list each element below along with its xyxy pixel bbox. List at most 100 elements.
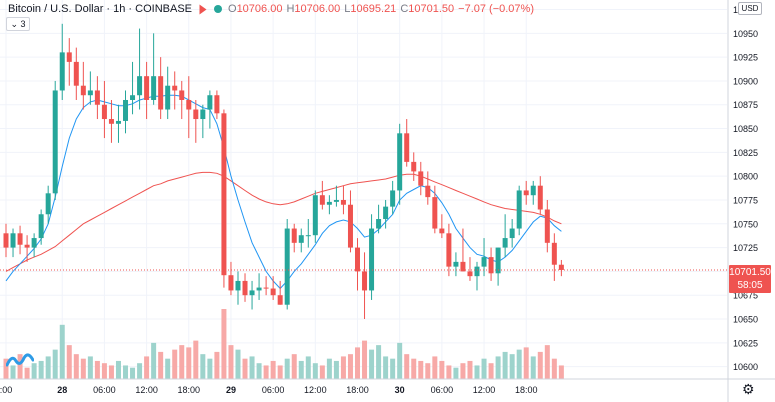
- volume-bar: [312, 363, 318, 379]
- volume-bar: [221, 309, 227, 379]
- volume-bar: [544, 345, 550, 379]
- candle: [502, 214, 508, 258]
- price-tick-label: 10850: [733, 124, 758, 134]
- volume-bar: [144, 356, 150, 379]
- tradingview-wave-icon[interactable]: [6, 350, 34, 368]
- candle-body: [516, 190, 522, 229]
- candle: [544, 199, 550, 253]
- candle-body: [172, 85, 178, 91]
- gear-icon[interactable]: ⚙: [742, 381, 755, 397]
- volume-bar: [530, 356, 536, 379]
- volume-bar: [481, 358, 487, 379]
- candle: [186, 76, 192, 139]
- candle-body: [137, 76, 143, 96]
- candle-body: [158, 76, 164, 110]
- volume-bar: [277, 365, 283, 379]
- price-tick-label: 10625: [733, 338, 758, 348]
- candle: [340, 185, 346, 215]
- volume-bar: [165, 358, 171, 379]
- candle: [66, 38, 72, 86]
- volume-bar: [418, 360, 424, 379]
- volume-bar: [453, 367, 459, 379]
- candle: [179, 80, 185, 120]
- candle: [319, 180, 325, 210]
- candle-body: [312, 195, 318, 236]
- candle: [165, 66, 171, 120]
- candle-body: [38, 214, 44, 239]
- candle: [383, 199, 389, 229]
- currency-badge[interactable]: USD: [738, 2, 762, 15]
- candle-body: [376, 219, 382, 229]
- volume-bar: [284, 358, 290, 379]
- candle: [200, 104, 206, 139]
- candle-body: [411, 161, 417, 172]
- candle: [397, 123, 403, 205]
- candle-body: [108, 119, 114, 124]
- candle-body: [200, 109, 206, 120]
- candle-body: [186, 99, 192, 110]
- volume-bar: [383, 356, 389, 379]
- candle: [151, 33, 157, 105]
- high-value: 10706.00: [294, 3, 341, 15]
- candle-body: [340, 199, 346, 205]
- ma-slow-line: [5, 171, 562, 272]
- flag-icon[interactable]: [199, 4, 207, 14]
- candle: [333, 185, 339, 207]
- candle-body: [537, 185, 543, 210]
- candle-body: [326, 201, 332, 205]
- time-tick-label: 30: [395, 385, 405, 395]
- volume-bar: [298, 360, 304, 379]
- volume-bar: [214, 351, 220, 379]
- volume-bar: [376, 345, 382, 379]
- volume-bar: [38, 360, 44, 379]
- candle-body: [347, 204, 353, 248]
- volume-bar: [369, 349, 375, 379]
- volume-bar: [340, 356, 346, 379]
- candle: [425, 171, 431, 205]
- candle-body: [530, 185, 536, 196]
- indicators-toggle[interactable]: ⌄ 3: [6, 17, 30, 31]
- volume-bar: [80, 358, 86, 379]
- candle: [3, 223, 9, 258]
- volume-bar: [488, 363, 494, 379]
- candle-body: [333, 199, 339, 202]
- volume-bar: [305, 356, 311, 379]
- volume-bar: [263, 365, 269, 379]
- price-tick-label: 10775: [733, 195, 758, 205]
- volume-bar: [439, 360, 445, 379]
- volume-bar: [207, 358, 213, 379]
- volume-bar: [193, 340, 199, 379]
- candle-body: [523, 190, 529, 196]
- candle: [495, 247, 501, 286]
- candle-body: [31, 238, 37, 248]
- candle: [130, 61, 136, 115]
- candle: [172, 71, 178, 110]
- candle: [73, 47, 79, 100]
- symbol-title[interactable]: Bitcoin / U.S. Dollar · 1h · COINBASE: [8, 3, 192, 15]
- candle: [59, 23, 65, 100]
- candle: [376, 204, 382, 234]
- candle: [460, 228, 466, 272]
- candle: [481, 238, 487, 277]
- time-tick-label: 06:00: [431, 385, 454, 395]
- candle: [411, 152, 417, 181]
- candle-body: [249, 290, 255, 296]
- candle: [80, 61, 86, 110]
- candle: [474, 261, 480, 291]
- volume-bar: [17, 354, 23, 379]
- candle-body: [270, 288, 276, 296]
- candle-body: [123, 99, 129, 121]
- candle-body: [207, 95, 213, 110]
- volume-bar: [551, 358, 557, 379]
- time-tick-label: 12:00: [304, 385, 327, 395]
- candle: [390, 180, 396, 215]
- time-tick-label: 18:00: [346, 385, 369, 395]
- volume-bar: [179, 345, 185, 379]
- candle-body: [165, 85, 171, 110]
- close-value: 10701.50: [408, 3, 455, 15]
- low-label: L: [344, 3, 351, 15]
- price-tick-label: 10750: [733, 219, 758, 229]
- volume-bar: [319, 365, 325, 379]
